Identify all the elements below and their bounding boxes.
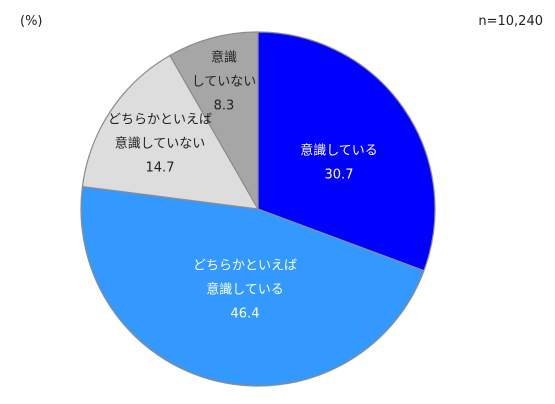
- pie-slice: [169, 31, 259, 212]
- slice-value-label: 46.4: [231, 307, 260, 322]
- slice-value-label: 30.7: [325, 168, 354, 183]
- slice-value-label: 14.7: [146, 161, 175, 176]
- slice-category-label: 意識している: [206, 282, 284, 298]
- slice-category-label: していない: [192, 75, 257, 90]
- slice-category-label: どちらかといえば: [108, 113, 212, 128]
- pie-slice: [81, 54, 260, 210]
- slice-category-label: 意識: [211, 50, 237, 66]
- pie-slice: [80, 185, 425, 387]
- slice-category-label: 意識していない: [115, 136, 206, 152]
- slice-category-label: どちらかといえば: [193, 259, 297, 274]
- unit-label: (%): [20, 14, 43, 29]
- sample-size-label: n=10,240: [478, 14, 543, 29]
- slice-value-label: 8.3: [214, 99, 235, 114]
- slice-category-label: 意識している: [300, 143, 378, 159]
- pie-slice: [257, 31, 436, 272]
